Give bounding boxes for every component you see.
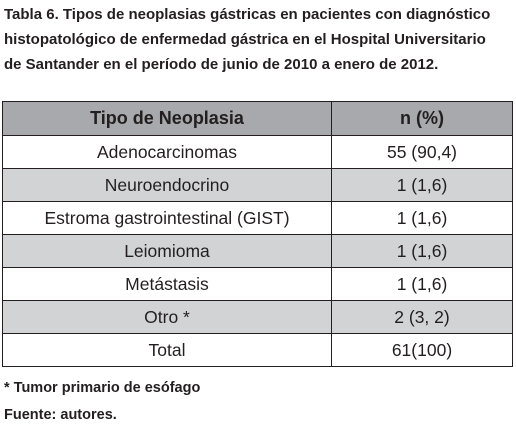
caption-line: Tabla 6. Tipos de neoplasias gástricas e… <box>4 6 491 23</box>
caption-line: de Santander en el período de junio de 2… <box>4 56 439 73</box>
table-row-total: Total 61(100) <box>2 333 513 367</box>
cell-n: 1 (1,6) <box>331 201 513 235</box>
cell-n: 55 (90,4) <box>331 135 513 169</box>
cell-tipo: Total <box>2 333 332 367</box>
table-row: Adenocarcinomas 55 (90,4) <box>2 135 513 169</box>
table-row: Otro * 2 (3, 2) <box>2 300 513 334</box>
table-caption: Tabla 6. Tipos de neoplasias gástricas e… <box>4 2 512 77</box>
cell-tipo: Neuroendocrino <box>2 168 332 202</box>
table-row: Leiomioma 1 (1,6) <box>2 234 513 268</box>
caption-line: histopatológico de enfermedad gástrica e… <box>4 31 486 48</box>
table-row: Metástasis 1 (1,6) <box>2 267 513 301</box>
cell-n: 1 (1,6) <box>331 168 513 202</box>
header-n-percent: n (%) <box>331 101 513 136</box>
cell-tipo: Adenocarcinomas <box>2 135 332 169</box>
table-row: Neuroendocrino 1 (1,6) <box>2 168 513 202</box>
cell-tipo: Leiomioma <box>2 234 332 268</box>
cell-n: 61(100) <box>331 333 513 367</box>
neoplasia-table: Tipo de Neoplasia n (%) Adenocarcinomas … <box>2 101 513 367</box>
table-row: Estroma gastrointestinal (GIST) 1 (1,6) <box>2 201 513 235</box>
table-footnotes: * Tumor primario de esófago Fuente: auto… <box>4 375 200 429</box>
footnote-source: Fuente: autores. <box>4 407 117 423</box>
cell-tipo: Metástasis <box>2 267 332 301</box>
header-tipo-neoplasia: Tipo de Neoplasia <box>2 101 332 136</box>
cell-tipo: Estroma gastrointestinal (GIST) <box>2 201 332 235</box>
cell-n: 1 (1,6) <box>331 267 513 301</box>
footnote-asterisk: * Tumor primario de esófago <box>4 380 201 396</box>
cell-n: 2 (3, 2) <box>331 300 513 334</box>
cell-tipo: Otro * <box>2 300 332 334</box>
cell-n: 1 (1,6) <box>331 234 513 268</box>
header-row: Tipo de Neoplasia n (%) <box>2 101 513 136</box>
